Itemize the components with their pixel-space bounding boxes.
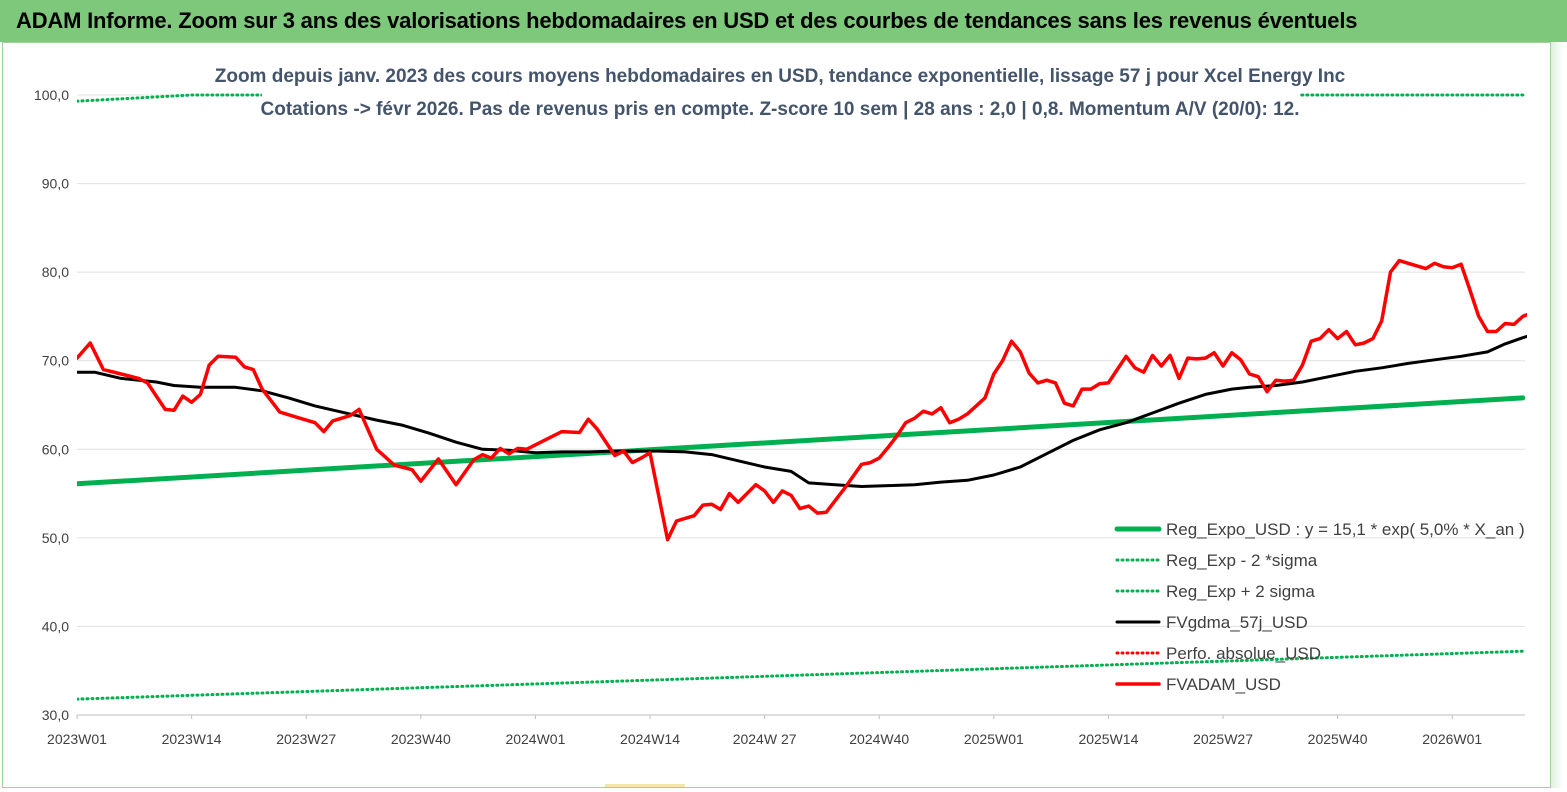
series-line-3 — [77, 334, 1527, 488]
series-line-5 — [77, 258, 1527, 542]
x-tick-label: 2025W01 — [964, 731, 1024, 747]
chart-title-line2: Cotations -> févr 2026. Pas de revenus p… — [260, 99, 1300, 120]
series-line-1 — [77, 649, 1525, 701]
x-tick-label: 2024W 27 — [733, 731, 797, 747]
x-tick-label: 2024W01 — [505, 731, 565, 747]
legend-label: Reg_Exp - 2 *sigma — [1166, 551, 1318, 570]
x-tick-label: 2025W27 — [1193, 731, 1253, 747]
x-tick-label: 2023W27 — [276, 731, 336, 747]
y-tick-label: 30,0 — [42, 707, 69, 723]
x-tick-label: 2023W40 — [391, 731, 451, 747]
x-tick-label: 2024W40 — [849, 731, 909, 747]
legend-label: FVgdma_57j_USD — [1166, 613, 1308, 632]
legend-label: FVADAM_USD — [1166, 675, 1281, 694]
legend-label: Perfo. absolue_USD — [1166, 644, 1321, 663]
bottom-decoration — [605, 784, 685, 787]
y-tick-label: 60,0 — [42, 441, 69, 457]
series-line-0 — [77, 395, 1526, 487]
x-tick-label: 2023W01 — [47, 731, 107, 747]
x-tick-label: 2026W01 — [1422, 731, 1482, 747]
x-tick-label: 2025W40 — [1308, 731, 1368, 747]
y-tick-label: 70,0 — [42, 353, 69, 369]
report-header: ADAM Informe. Zoom sur 3 ans des valoris… — [0, 0, 1567, 42]
x-tick-label: 2025W14 — [1078, 731, 1138, 747]
y-tick-label: 90,0 — [42, 176, 69, 192]
y-tick-label: 50,0 — [42, 530, 69, 546]
chart-frame — [2, 42, 1551, 788]
x-tick-label: 2024W14 — [620, 731, 680, 747]
legend-label: Reg_Exp + 2 sigma — [1166, 582, 1315, 601]
title-background — [262, 60, 1300, 126]
right-edge-decoration — [1551, 42, 1563, 788]
legend-label: Reg_Expo_USD : y = 15,1 * exp( 5,0% * X_… — [1166, 520, 1525, 539]
y-tick-label: 80,0 — [42, 264, 69, 280]
y-tick-label: 100,0 — [34, 87, 69, 103]
report-title: ADAM Informe. Zoom sur 3 ans des valoris… — [16, 8, 1358, 33]
x-tick-label: 2023W14 — [162, 731, 222, 747]
chart-title-line1: Zoom depuis janv. 2023 des cours moyens … — [214, 66, 1346, 87]
y-tick-label: 40,0 — [42, 618, 69, 634]
